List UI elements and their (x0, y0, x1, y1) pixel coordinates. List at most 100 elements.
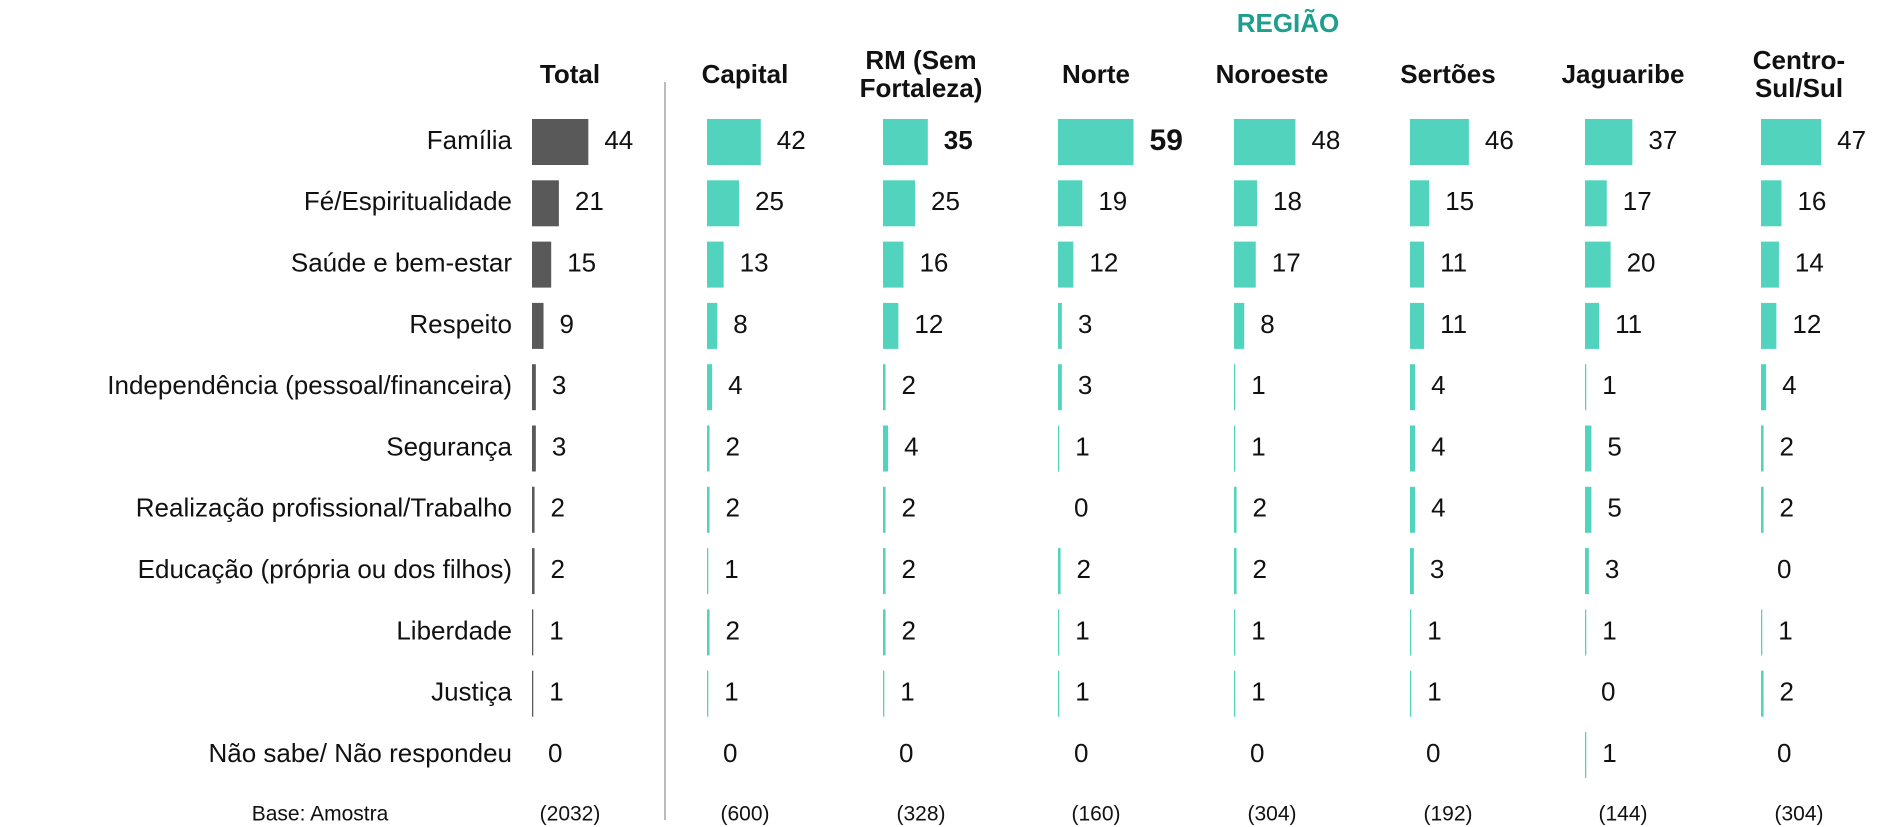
bar (1234, 364, 1236, 411)
category-label: Independência (pessoal/financeira) (107, 370, 512, 400)
value-label: 37 (1648, 125, 1677, 155)
value-label: 3 (1078, 309, 1092, 339)
bar (1410, 670, 1412, 717)
bar (883, 486, 886, 533)
value-label: 13 (740, 247, 769, 277)
base-label: (2032) (540, 803, 601, 826)
bar (707, 609, 710, 656)
bar (1761, 609, 1763, 656)
bar (1058, 609, 1060, 656)
column-header: Capital (701, 59, 789, 89)
value-label: 2 (726, 431, 740, 461)
column-header: Sertões (1400, 59, 1496, 89)
bar (1410, 302, 1425, 349)
value-label: 1 (1075, 677, 1089, 707)
bar (1058, 180, 1083, 227)
bar (707, 425, 710, 472)
base-label: (328) (896, 803, 945, 826)
value-label: 21 (575, 186, 604, 216)
category-label: Liberdade (396, 615, 512, 645)
bar (1234, 180, 1258, 227)
bar (532, 548, 535, 595)
bar (1585, 241, 1611, 288)
value-label: 1 (1251, 615, 1265, 645)
bar (1585, 119, 1633, 165)
value-label: 2 (1253, 554, 1267, 584)
bar (1585, 486, 1592, 533)
bar (532, 119, 589, 165)
column-header: REGIÃO (1236, 8, 1340, 38)
bar (1410, 180, 1430, 227)
bar (883, 180, 915, 227)
column-header: Centro- Sul/Sul (1752, 45, 1846, 103)
bar (883, 364, 886, 411)
value-label: 2 (1780, 493, 1794, 523)
bar (1234, 302, 1245, 349)
value-label: 1 (1427, 677, 1441, 707)
bar (707, 180, 739, 227)
value-label: 42 (777, 125, 806, 155)
value-label: 4 (1782, 370, 1796, 400)
value-label: 18 (1273, 186, 1302, 216)
value-label: 1 (1251, 370, 1265, 400)
bar (1585, 364, 1587, 411)
value-label: 16 (919, 247, 948, 277)
bar (1234, 609, 1236, 656)
bar (883, 425, 889, 472)
base-label: (192) (1423, 803, 1472, 826)
value-label: 17 (1272, 247, 1301, 277)
value-label: 3 (1078, 370, 1092, 400)
value-label: 4 (728, 370, 742, 400)
bar (1234, 425, 1236, 472)
bar (707, 241, 724, 288)
value-label: 11 (1615, 309, 1642, 339)
category-label: Família (427, 125, 513, 155)
bar (532, 302, 544, 349)
value-label: 59 (1150, 124, 1183, 157)
bar (1761, 425, 1764, 472)
value-label: 46 (1485, 125, 1514, 155)
value-label: 4 (1431, 493, 1445, 523)
value-label: 11 (1440, 247, 1467, 277)
value-label: 1 (724, 677, 738, 707)
column-header: Jaguaribe (1561, 59, 1685, 89)
value-label: 3 (1605, 554, 1619, 584)
value-label: 2 (1780, 431, 1794, 461)
bar (1234, 670, 1236, 717)
value-label: 25 (755, 186, 784, 216)
category-label: Segurança (386, 431, 512, 461)
value-label: 8 (733, 309, 747, 339)
value-label: 1 (1251, 677, 1265, 707)
bar (532, 670, 534, 717)
bar (1585, 548, 1589, 595)
bar (1234, 548, 1237, 595)
bar (1058, 119, 1134, 165)
bar (883, 548, 886, 595)
value-label: 2 (1253, 493, 1267, 523)
value-label: 3 (552, 370, 566, 400)
bar (1410, 486, 1416, 533)
value-label: 0 (1426, 738, 1440, 768)
bar (1410, 609, 1412, 656)
bar (1058, 302, 1062, 349)
value-label: 1 (1602, 370, 1616, 400)
value-label: 5 (1607, 493, 1621, 523)
value-label: 0 (1074, 493, 1088, 523)
value-label: 3 (1430, 554, 1444, 584)
value-label: 47 (1837, 125, 1866, 155)
value-label: 2 (902, 554, 916, 584)
value-label: 2 (726, 493, 740, 523)
value-label: 20 (1627, 247, 1656, 277)
base-label: (304) (1247, 803, 1296, 826)
bar (1058, 364, 1062, 411)
value-label: 35 (944, 125, 973, 155)
value-label: 0 (1250, 738, 1264, 768)
value-label: 8 (1260, 309, 1274, 339)
bar (1585, 609, 1587, 656)
bar (1761, 241, 1779, 288)
value-label: 0 (1777, 554, 1791, 584)
base-label: (600) (720, 803, 769, 826)
value-label: 2 (1077, 554, 1091, 584)
bar (1410, 119, 1469, 165)
